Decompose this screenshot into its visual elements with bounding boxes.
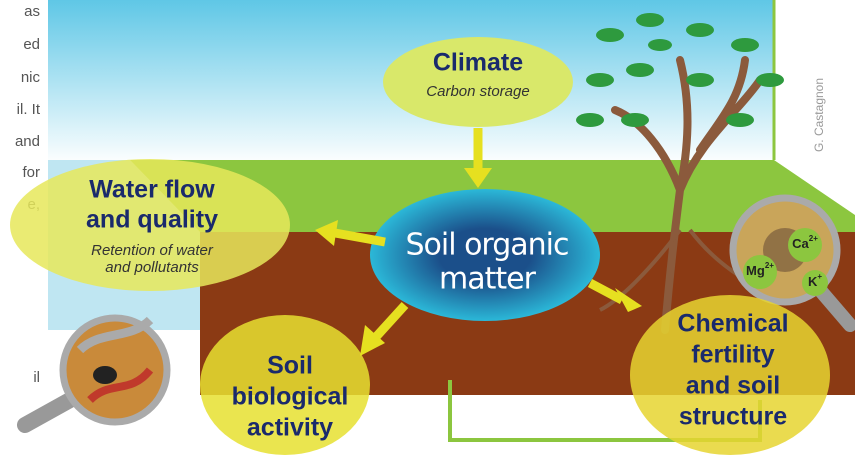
node-title: Water flow xyxy=(89,176,215,204)
magnifier-left xyxy=(25,318,167,425)
ion-charge: + xyxy=(817,272,822,281)
text-line: il xyxy=(33,369,40,386)
node-title: Chemical xyxy=(677,310,788,338)
credit: G. Castagnon xyxy=(812,78,826,152)
ion-charge: 2+ xyxy=(765,261,774,270)
text-line: and xyxy=(15,133,40,150)
node-title: Soil xyxy=(267,352,313,380)
text-line: nic xyxy=(21,69,41,86)
node-subtitle: and pollutants xyxy=(105,259,199,276)
node-title: biological xyxy=(232,383,349,411)
node-title: Soil organic xyxy=(405,228,568,263)
node-subtitle: Carbon storage xyxy=(426,83,529,100)
ion-symbol: Ca xyxy=(792,236,809,251)
node-title: and soil xyxy=(686,372,780,400)
node-title: fertility xyxy=(691,341,774,369)
text-line: ed xyxy=(23,36,40,53)
node-title: and quality xyxy=(86,206,218,234)
node-title: activity xyxy=(247,414,333,442)
diagram: as ed nic il. It and for e, il Mg2+ Ca2+… xyxy=(0,0,855,457)
text-line: il. It xyxy=(17,101,41,118)
node-subtitle: Retention of water xyxy=(91,242,214,259)
text-line: as xyxy=(24,3,40,20)
ion-symbol: Mg xyxy=(746,263,765,278)
text-line: for xyxy=(22,164,40,181)
node-title: structure xyxy=(679,403,787,431)
node-title: matter xyxy=(439,262,537,297)
node-title: Climate xyxy=(433,49,523,77)
ion-charge: 2+ xyxy=(809,234,818,243)
